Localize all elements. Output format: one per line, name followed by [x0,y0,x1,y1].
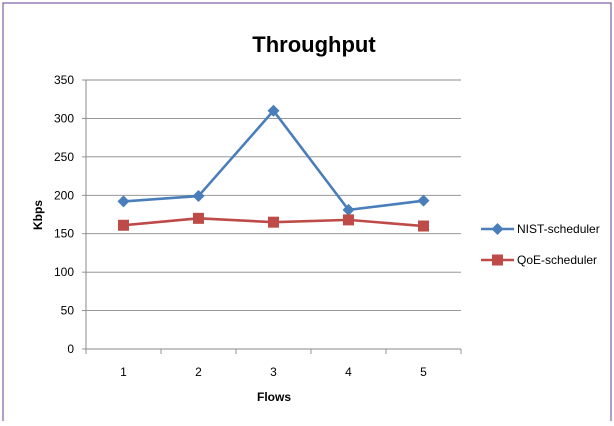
y-tick-label: 250 [54,150,74,164]
x-tick-label: 3 [270,365,277,379]
y-tick-label: 150 [54,227,74,241]
y-tick-label: 100 [54,265,74,279]
legend-marker-nist-scheduler [491,223,504,235]
data-point-qoe-scheduler [343,214,354,226]
x-tick-label: 4 [345,365,352,379]
data-point-qoe-scheduler [268,216,279,228]
chart-title: Throughput [252,32,376,57]
data-point-nist-scheduler [192,190,205,203]
legend-marker-qoe-scheduler [492,254,503,266]
data-point-nist-scheduler [117,195,130,208]
x-tick-label: 5 [420,365,427,379]
y-axis-label: Kbps [31,200,45,230]
data-point-qoe-scheduler [193,212,204,224]
x-tick-label: 2 [195,365,202,379]
legend-label-qoe-scheduler: QoE-scheduler [517,253,597,267]
data-point-nist-scheduler [267,104,280,117]
data-point-nist-scheduler [342,203,355,216]
x-tick-label: 1 [120,365,127,379]
data-point-qoe-scheduler [118,219,129,231]
data-point-nist-scheduler [417,194,430,207]
y-tick-label: 300 [54,111,74,125]
axis-layer: 0 50 100 150 200 250 300 350 1 2 3 4 5 [54,73,462,379]
data-point-qoe-scheduler [418,220,429,232]
y-tick-label: 0 [67,342,74,356]
x-axis-label: Flows [257,390,291,404]
y-tick-label: 200 [54,188,74,202]
grid-layer [86,79,461,312]
y-tick-label: 50 [61,304,75,318]
series-layer [117,104,430,232]
legend: NIST-scheduler QoE-scheduler [481,222,600,267]
y-tick-label: 350 [54,73,74,87]
legend-label-nist-scheduler: NIST-scheduler [517,222,600,236]
